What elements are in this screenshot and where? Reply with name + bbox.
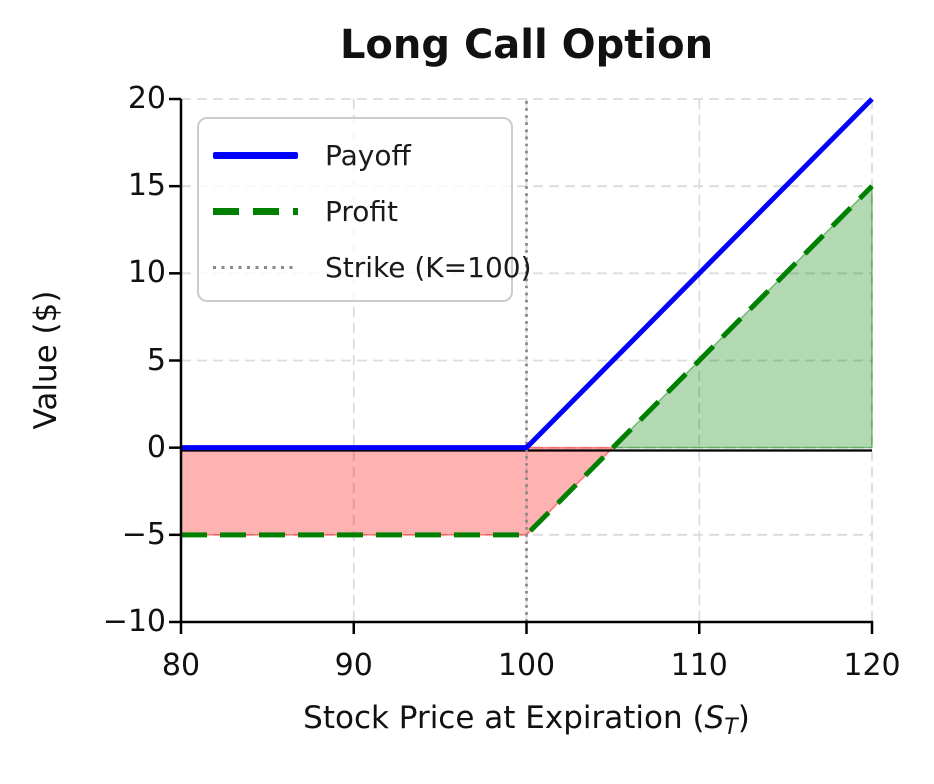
x-axis-label-symbol: S xyxy=(704,700,725,736)
legend: Payoff Profit Strike (K=100) xyxy=(197,117,532,302)
y-tick-label: 0 xyxy=(146,429,166,465)
axes-spines xyxy=(169,97,874,634)
y-tick-label: 10 xyxy=(127,255,166,291)
y-tick-label: −5 xyxy=(121,516,166,552)
payoff-line xyxy=(181,97,874,451)
x-tick-label: 110 xyxy=(670,648,728,683)
legend-item-profit: Profit xyxy=(199,185,511,237)
x-tick-label: 120 xyxy=(843,648,901,683)
legend-label: Strike (K=100) xyxy=(325,250,532,284)
profit-line xyxy=(181,184,874,538)
y-tick-label: 20 xyxy=(127,81,166,116)
x-tick-label: 100 xyxy=(497,648,556,683)
x-axis-label: Stock Price at Expiration (ST) xyxy=(181,700,872,740)
y-tick-label: −10 xyxy=(102,604,166,639)
legend-label: Profit xyxy=(325,194,399,228)
y-axis-label: Value ($) xyxy=(28,290,64,430)
profit-line-swatch xyxy=(213,207,298,215)
strike-line-swatch xyxy=(213,265,298,269)
x-tick-label: 80 xyxy=(161,648,201,683)
loss-region-fill xyxy=(180,446,614,536)
chart-title: Long Call Option xyxy=(339,22,714,68)
legend-label: Payoff xyxy=(325,138,411,172)
y-tick-label: 5 xyxy=(146,342,166,378)
series-lines xyxy=(181,97,874,622)
x-axis-label-text: Stock Price at Expiration ( xyxy=(303,700,705,736)
x-axis-label-suffix: ) xyxy=(737,700,750,736)
legend-item-payoff: Payoff xyxy=(199,129,511,181)
payoff-line-swatch xyxy=(213,151,298,159)
y-tick-label: 15 xyxy=(127,168,166,204)
x-tick-label: 90 xyxy=(334,648,373,683)
legend-item-strike: Strike (K=100) xyxy=(199,241,532,293)
x-axis-label-subscript: T xyxy=(724,715,738,740)
